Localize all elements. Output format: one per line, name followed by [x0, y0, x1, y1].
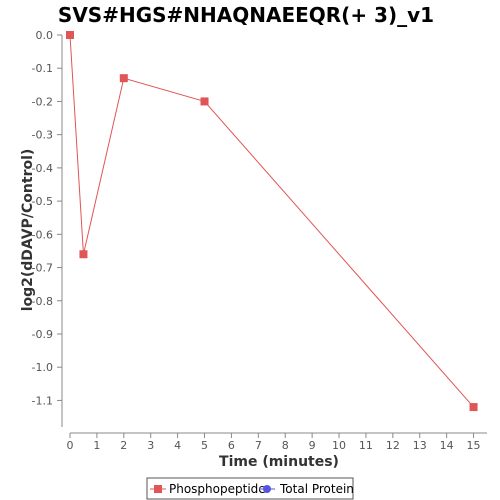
x-tick-label: 6	[228, 439, 235, 452]
y-tick-label: -1.0	[32, 361, 53, 374]
legend-label: Total Protein	[279, 482, 354, 496]
x-tick-label: 2	[120, 439, 127, 452]
y-tick-label: -0.1	[32, 62, 53, 75]
legend-items: Phosphopeptide Total Protein	[150, 482, 354, 496]
x-tick-label: 12	[386, 439, 400, 452]
legend-marker-square-icon	[154, 485, 162, 493]
y-axis-label: log2(dDAVP/Control)	[20, 149, 36, 312]
legend: Phosphopeptide Total Protein	[146, 477, 354, 500]
y-tick-label: -0.8	[32, 295, 53, 308]
x-tick-label: 7	[255, 439, 262, 452]
y-tick-label: -0.5	[32, 195, 53, 208]
x-tick-label: 3	[147, 439, 154, 452]
legend-box	[146, 477, 354, 500]
series-layer	[66, 31, 478, 412]
y-tick-label: 0.0	[36, 29, 54, 42]
chart-title: SVS#HGS#NHAQNAEEQR(+ 3)_v1	[58, 3, 434, 27]
y-ticks: 0.0 -0.1 -0.2 -0.3 -0.4 -0.5 -0.6 -0.7 -0.8 -0.9 -…	[32, 29, 62, 407]
series-line-phosphopeptide	[69, 34, 474, 408]
x-tick-label: 5	[201, 439, 208, 452]
x-tick-label: 9	[309, 439, 316, 452]
data-point	[66, 31, 74, 39]
x-tick-label: 8	[282, 439, 289, 452]
data-point	[119, 74, 128, 83]
y-tick-label: -0.9	[32, 328, 53, 341]
plot-area: 0.0 -0.1 -0.2 -0.3 -0.4 -0.5 -0.6 -0.7 -0.8 -0.9 -…	[32, 29, 487, 452]
data-point	[469, 403, 478, 412]
y-tick-label: -0.3	[32, 129, 53, 142]
x-tick-label: 13	[413, 439, 427, 452]
x-tick-label: 15	[467, 439, 481, 452]
y-tick-label: -0.2	[32, 95, 53, 108]
x-ticks: 0 1 2 3 4 5 6 7 8 9 10 11 12 13 14 15	[67, 433, 481, 452]
legend-marker-circle-icon	[263, 485, 271, 493]
legend-label: Phosphopeptide	[169, 482, 266, 496]
x-tick-label: 11	[359, 439, 373, 452]
x-tick-label: 1	[93, 439, 100, 452]
x-tick-label: 4	[174, 439, 181, 452]
y-tick-label: -0.6	[32, 228, 53, 241]
y-tick-label: -0.7	[32, 262, 53, 275]
x-tick-label: 14	[440, 439, 454, 452]
x-tick-label: 0	[67, 439, 74, 452]
x-tick-label: 10	[332, 439, 346, 452]
data-point	[79, 250, 88, 259]
y-tick-label: -0.4	[32, 162, 53, 175]
y-tick-label: -1.1	[32, 394, 53, 407]
x-axis-label: Time (minutes)	[219, 454, 339, 470]
data-point	[200, 97, 209, 106]
